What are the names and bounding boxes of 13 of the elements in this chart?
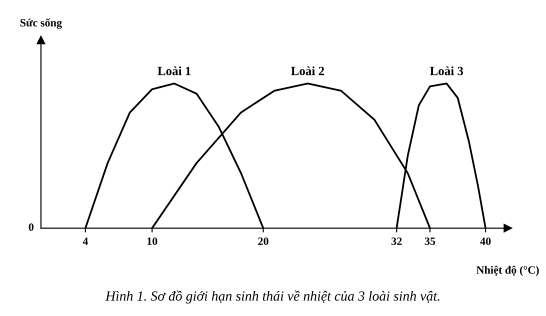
series-label: Loài 1 — [158, 66, 191, 76]
y-axis-title: Sức sống — [20, 18, 62, 29]
x-tick-label: 32 — [391, 238, 402, 245]
x-tick-label: 35 — [424, 238, 436, 245]
x-tick-label: 40 — [480, 238, 491, 245]
x-axis-title: Nhiệt độ (°C) — [476, 266, 539, 276]
text: Hình 1. Sơ đồ giới hạn sinh thái về nhiệt của 3 loài sinh vật. — [105, 290, 440, 304]
x-tick-label: 20 — [258, 238, 268, 245]
series-label: Loài 3 — [430, 66, 464, 76]
x-tick-label: 10 — [147, 238, 158, 245]
series-label: Loài 2 — [291, 66, 324, 76]
x-tick-label: 4 — [82, 238, 88, 245]
text: 0 — [28, 223, 34, 231]
